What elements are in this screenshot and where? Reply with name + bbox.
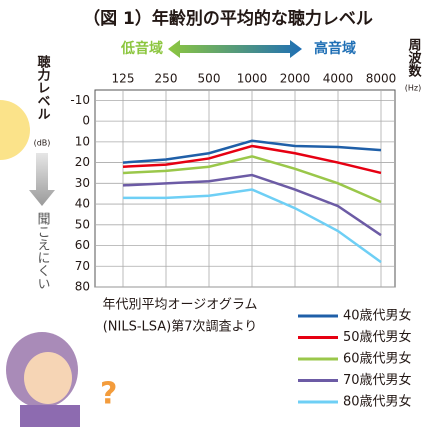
chart: （図 1）年齢別の平均的な聴力レベル 低音域 高音域 周波数 (Hz) 聴力レベ… [0,0,430,427]
high-label: 高音域 [314,40,356,57]
illustration: ? [6,332,117,427]
y-tick-label: 80 [75,280,90,294]
x-tick-label: 1000 [237,72,268,86]
x-label: 周波数 [406,38,422,78]
decoration [0,100,30,160]
y-tick-label: 30 [75,176,90,190]
x-tick-label: 500 [198,72,221,86]
y-tick-label: 20 [75,155,90,169]
y-tick-label: 40 [75,197,90,211]
note: 年代別平均オージオグラム [102,298,257,313]
x-tick-label: 250 [155,72,178,86]
chart-title: （図 1）年齢別の平均的な聴力レベル [83,8,373,29]
legend-label: 50歳代男女 [343,329,412,345]
x-tick-label: 4000 [323,72,354,86]
y-label: 聴力レベル [35,54,51,120]
x-unit: (Hz) [405,84,421,93]
legend-label: 60歳代男女 [343,351,412,367]
legend-label: 40歳代男女 [343,308,412,324]
y-tick-label: 60 [75,238,90,252]
y-tick-label: 50 [75,217,90,231]
x-tick-label: 8000 [366,72,397,86]
y-tick-label: -10 [70,93,90,107]
y-tick-label: 70 [75,259,90,273]
down-label: 聞こえにくい [35,212,50,290]
y-tick-label: 10 [75,134,90,148]
question-mark: ? [100,377,117,412]
down-arrow [29,153,55,206]
range-arrow [168,40,302,58]
legend-label: 70歳代男女 [343,372,412,388]
x-tick-label: 2000 [280,72,311,86]
x-tick-label: 125 [112,72,135,86]
y-unit: (dB) [34,139,51,148]
low-label: 低音域 [120,40,163,57]
legend-label: 80歳代男女 [343,394,412,410]
note: (NILS-LSA)第7次調査より [103,319,258,335]
y-tick-label: 0 [82,114,90,128]
